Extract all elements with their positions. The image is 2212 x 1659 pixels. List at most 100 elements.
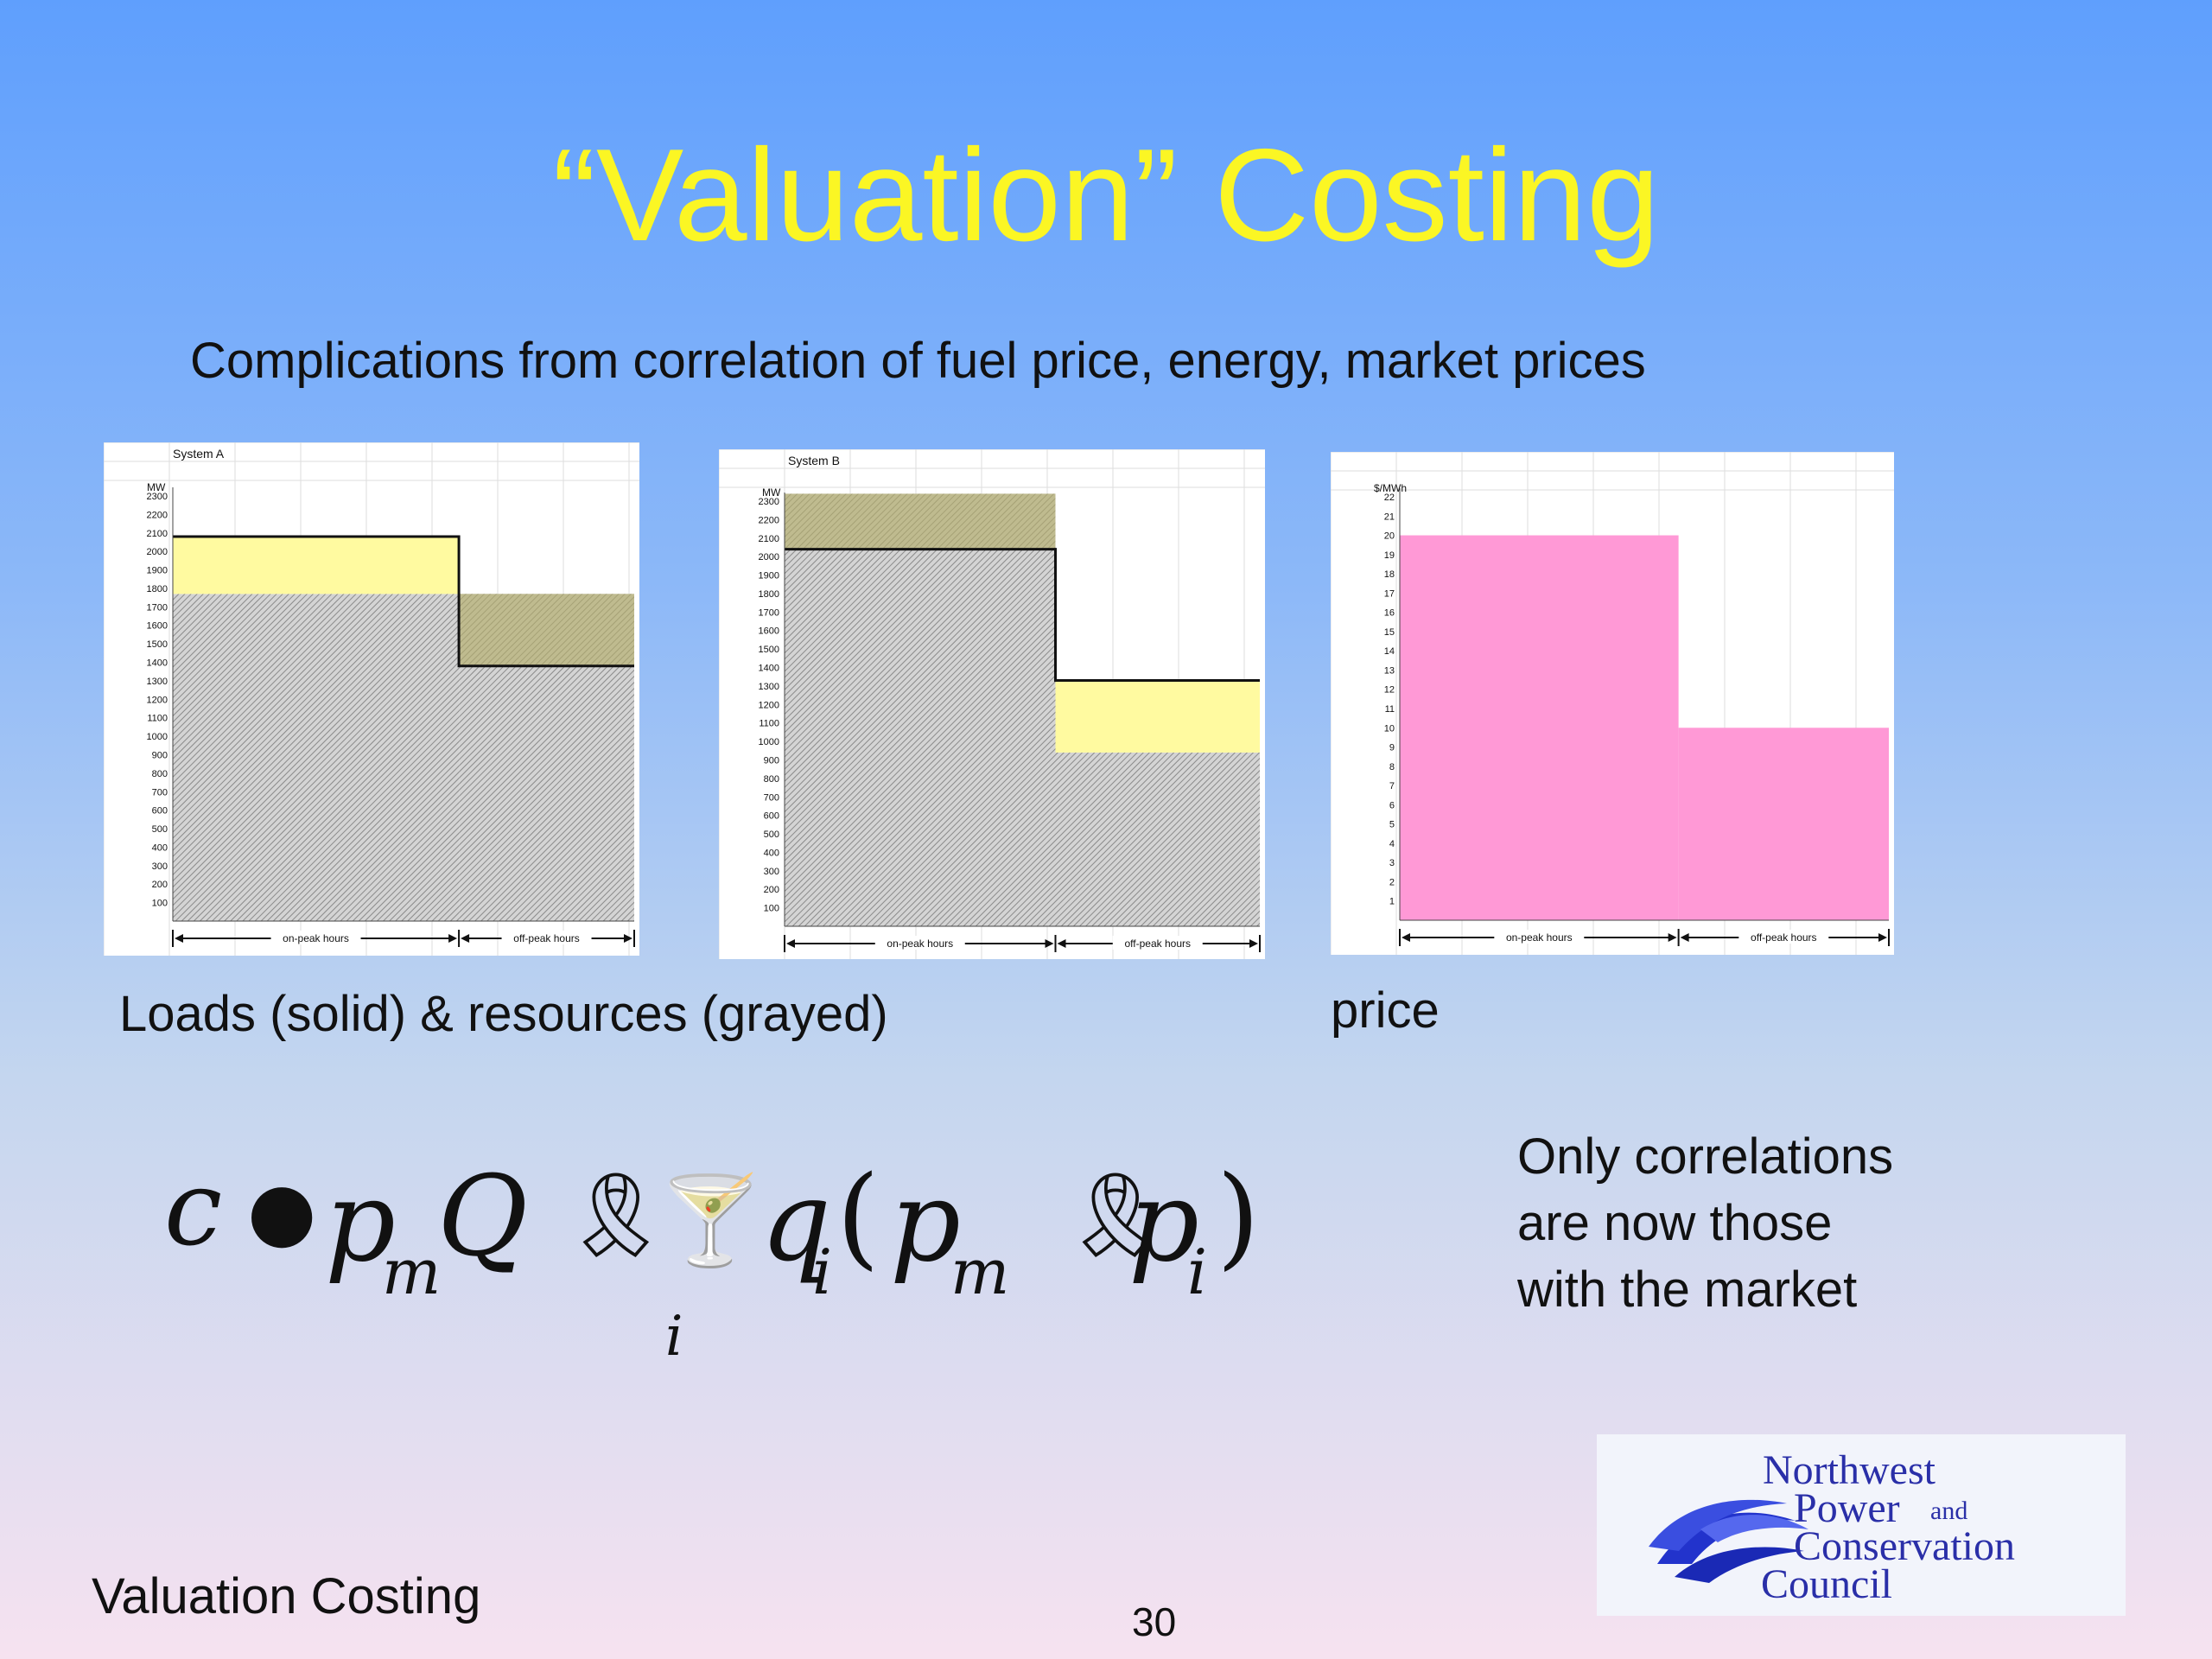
- load-above-resource-off-peak: [1055, 680, 1260, 753]
- formula-i-sub-q: i: [812, 1236, 833, 1308]
- category-on-peak-label-bg: [270, 931, 361, 944]
- y-tick-label: 1400: [759, 664, 779, 674]
- y-tick-label: 1000: [759, 737, 779, 747]
- slide-title: “Valuation” Costing: [552, 122, 1660, 269]
- y-tick-label: 1300: [759, 682, 779, 692]
- y-tick-label: 300: [152, 861, 168, 872]
- y-tick-label: 10: [1384, 723, 1395, 734]
- y-tick-label: 2200: [759, 515, 779, 525]
- logo-text-conservation: Conservation: [1794, 1523, 2015, 1569]
- y-tick-label: 21: [1384, 512, 1395, 522]
- y-tick-label: 16: [1384, 608, 1395, 619]
- price-bar-on-peak: [1400, 535, 1679, 920]
- formula-q: q: [760, 1158, 831, 1287]
- resource-area-off-peak: [1055, 752, 1260, 926]
- caption-price: price: [1331, 982, 1440, 1039]
- y-tick-label: 100: [152, 899, 168, 909]
- y-tick-label: 2100: [759, 534, 779, 544]
- y-tick-label: 15: [1384, 627, 1395, 638]
- y-tick-label: 800: [152, 769, 168, 779]
- category-on-peak-arrow-left: [175, 934, 183, 943]
- y-tick-label: 1700: [147, 602, 168, 613]
- formula-ribbon-2: 🎗: [1063, 1166, 1168, 1263]
- category-off-peak-arrow-right: [624, 934, 632, 943]
- y-axis-label: MW: [762, 486, 781, 499]
- formula-p3: p: [1128, 1158, 1199, 1287]
- y-tick-label: 2100: [147, 529, 168, 539]
- y-tick-label: 11: [1385, 704, 1395, 715]
- y-tick-label: 12: [1384, 685, 1395, 696]
- category-off-peak-arrow-left: [1680, 933, 1689, 942]
- category-on-peak-arrow-left: [1402, 933, 1410, 942]
- logo-text-northwest: Northwest: [1763, 1447, 1936, 1493]
- logo-text-council: Council: [1761, 1561, 1892, 1607]
- logo-text-and: and: [1930, 1497, 1968, 1525]
- y-tick-label: 18: [1384, 569, 1395, 580]
- y-tick-label: 1500: [147, 639, 168, 650]
- y-tick-label: 2200: [147, 510, 168, 520]
- category-off-peak-arrow-left: [1057, 939, 1066, 948]
- formula-i-under: i: [665, 1305, 683, 1369]
- y-tick-label: 700: [152, 787, 168, 798]
- category-off-peak-label-bg: [1112, 936, 1203, 950]
- category-off-peak-label: off-peak hours: [513, 932, 580, 944]
- chart-price-svg: $/MWh22212019181716151413121110987654321…: [1331, 452, 1894, 955]
- category-on-peak-label-bg: [1494, 930, 1585, 944]
- resource-area-on-peak: [785, 493, 1056, 926]
- category-on-peak-arrow-right: [1045, 939, 1054, 948]
- load-line: [173, 535, 634, 668]
- y-tick-label: 1000: [147, 732, 168, 742]
- category-off-peak-label: off-peak hours: [1751, 931, 1817, 944]
- y-tick-label: 7: [1389, 781, 1395, 791]
- y-tick-label: 1600: [759, 626, 779, 637]
- caption-loads-resources: Loads (solid) & resources (grayed): [119, 986, 888, 1042]
- council-logo: Northwest Power and Conservation Council: [1597, 1434, 2126, 1616]
- y-tick-label: 1300: [147, 677, 168, 687]
- y-tick-label: 1600: [147, 621, 168, 632]
- y-tick-label: 500: [764, 830, 779, 840]
- y-tick-label: 600: [152, 806, 168, 817]
- formula-Q: Q: [437, 1153, 528, 1281]
- category-off-peak-label-bg: [501, 931, 592, 944]
- y-tick-label: 14: [1384, 646, 1395, 657]
- resource-hatch-overlay-off-peak: [459, 594, 634, 666]
- footer-presentation-title: Valuation Costing: [92, 1568, 481, 1624]
- y-tick-label: 2300: [759, 497, 779, 507]
- y-tick-label: 500: [152, 824, 168, 835]
- formula-p2: p: [890, 1158, 961, 1287]
- slide-subtitle: Complications from correlation of fuel p…: [190, 333, 1646, 389]
- y-tick-label: 2000: [759, 552, 779, 563]
- y-tick-label: 8: [1389, 762, 1395, 772]
- y-tick-label: 300: [764, 867, 779, 877]
- y-tick-label: 1200: [147, 695, 168, 705]
- formula-c: c: [164, 1149, 223, 1269]
- formula-i-sub-p: i: [1187, 1236, 1208, 1308]
- formula-m-sub-2: m: [950, 1236, 1010, 1308]
- category-on-peak-arrow-left: [786, 939, 795, 948]
- load-above-resource-on-peak: [173, 537, 460, 594]
- y-tick-label: 1900: [147, 566, 168, 576]
- category-on-peak-arrow-right: [448, 934, 458, 943]
- price-bar-off-peak: [1678, 728, 1889, 920]
- y-tick-label: 400: [152, 842, 168, 853]
- load-line: [785, 548, 1260, 682]
- formula-bullet: ●: [247, 1165, 317, 1257]
- y-tick-label: 800: [764, 774, 779, 785]
- y-tick-label: 1: [1389, 897, 1395, 907]
- formula-ribbon-1: 🎗: [563, 1166, 669, 1263]
- y-tick-label: 2: [1389, 877, 1395, 887]
- y-tick-label: 1200: [759, 700, 779, 710]
- page-number: 30: [1132, 1599, 1177, 1644]
- waves-logo-icon: [1649, 1499, 1808, 1583]
- category-off-peak-arrow-left: [461, 934, 470, 943]
- y-tick-label: 1800: [759, 589, 779, 600]
- y-tick-label: 1500: [759, 645, 779, 655]
- category-on-peak-label: on-peak hours: [283, 932, 349, 944]
- y-tick-label: 6: [1389, 800, 1395, 810]
- y-tick-label: 13: [1384, 665, 1395, 676]
- y-tick-label: 1100: [759, 719, 779, 729]
- category-on-peak-label: on-peak hours: [887, 938, 953, 950]
- y-axis-label: $/MWh: [1374, 482, 1407, 494]
- note-correlations: Only correlations are now those with the…: [1517, 1123, 1893, 1323]
- y-tick-label: 200: [152, 880, 168, 890]
